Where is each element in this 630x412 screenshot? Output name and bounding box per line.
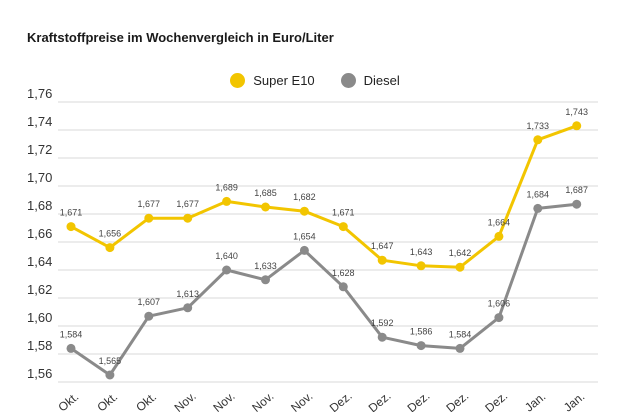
x-tick-label: Dez. [443,389,471,412]
data-point [572,121,582,131]
x-tick-label: Dez. [405,389,433,412]
data-point [144,311,154,321]
data-label: 1,656 [99,229,122,239]
chart-title: Kraftstoffpreise im Wochenvergleich in E… [27,30,334,45]
data-point [261,202,270,212]
data-point [66,222,76,232]
data-point [533,203,543,213]
y-tick-label: 1,68 [27,198,52,213]
data-label: 1,689 [215,182,238,192]
data-point [533,135,543,145]
x-tick-label: Okt. [133,389,159,412]
y-tick-label: 1,60 [27,310,52,325]
data-point [299,206,309,216]
data-label: 1,684 [527,189,550,199]
data-label: 1,682 [293,192,316,202]
data-label: 1,606 [488,299,511,309]
data-label: 1,584 [60,329,83,339]
y-tick-label: 1,76 [27,86,52,101]
data-point [222,265,232,275]
legend-label-diesel: Diesel [363,73,400,88]
data-point [377,255,387,265]
data-label: 1,733 [527,121,550,131]
y-tick-label: 1,66 [27,226,52,241]
data-label: 1,586 [410,327,433,337]
data-label: 1,607 [138,297,161,307]
data-point [183,213,193,223]
data-label: 1,628 [332,268,355,278]
data-label: 1,643 [410,247,433,257]
legend: Super E10 Diesel [0,73,630,88]
data-point [416,341,426,351]
data-point [183,303,193,313]
x-tick-label: Nov. [172,389,199,412]
data-point [416,261,426,271]
data-point [455,262,465,272]
x-tick-label: Dez. [327,389,355,412]
data-label: 1,654 [293,231,316,241]
y-tick-label: 1,72 [27,142,52,157]
x-tick-label: Dez. [482,389,510,412]
data-point [455,343,465,353]
data-label: 1,671 [60,208,83,218]
data-point [261,275,270,285]
x-tick-label: Nov. [210,389,237,412]
data-label: 1,647 [371,241,394,251]
data-label: 1,565 [99,356,122,366]
y-tick-label: 1,56 [27,366,52,381]
legend-item-diesel: Diesel [340,73,400,88]
y-tick-label: 1,74 [27,114,52,129]
data-label: 1,671 [332,208,355,218]
x-tick-label: Okt. [55,389,81,412]
data-point [105,370,115,380]
series-line [69,124,579,269]
data-point [377,332,387,342]
data-point [66,343,76,353]
data-label: 1,633 [254,261,277,271]
y-tick-label: 1,64 [27,254,52,269]
data-label: 1,685 [254,188,277,198]
data-label: 1,613 [176,289,199,299]
series-line [69,202,579,377]
legend-marker-diesel [340,73,356,88]
data-point [338,282,348,292]
data-label: 1,687 [565,185,588,195]
data-point [222,196,232,206]
data-point [494,313,504,323]
data-label: 1,743 [565,107,588,117]
x-tick-label: Jan. [561,389,587,412]
data-point [338,222,348,232]
x-tick-label: Okt. [94,389,120,412]
data-point [299,245,309,255]
data-point [494,231,504,241]
x-tick-label: Nov. [249,389,276,412]
legend-marker-super-e10 [230,73,246,88]
y-tick-label: 1,58 [27,338,52,353]
y-tick-label: 1,70 [27,170,52,185]
data-point [572,199,582,209]
x-tick-label: Nov. [288,389,315,412]
x-tick-label: Dez. [366,389,394,412]
legend-label-super-e10: Super E10 [253,73,315,88]
y-tick-label: 1,62 [27,282,52,297]
data-label: 1,592 [371,318,394,328]
data-label: 1,664 [488,217,511,227]
data-point [105,243,115,253]
data-point [144,213,154,223]
data-label: 1,642 [449,248,472,258]
data-label: 1,677 [138,199,161,209]
data-label: 1,677 [176,199,199,209]
legend-item-super-e10: Super E10 [230,73,315,88]
data-label: 1,584 [449,329,472,339]
x-tick-label: Jan. [522,389,548,412]
data-label: 1,640 [215,251,238,261]
